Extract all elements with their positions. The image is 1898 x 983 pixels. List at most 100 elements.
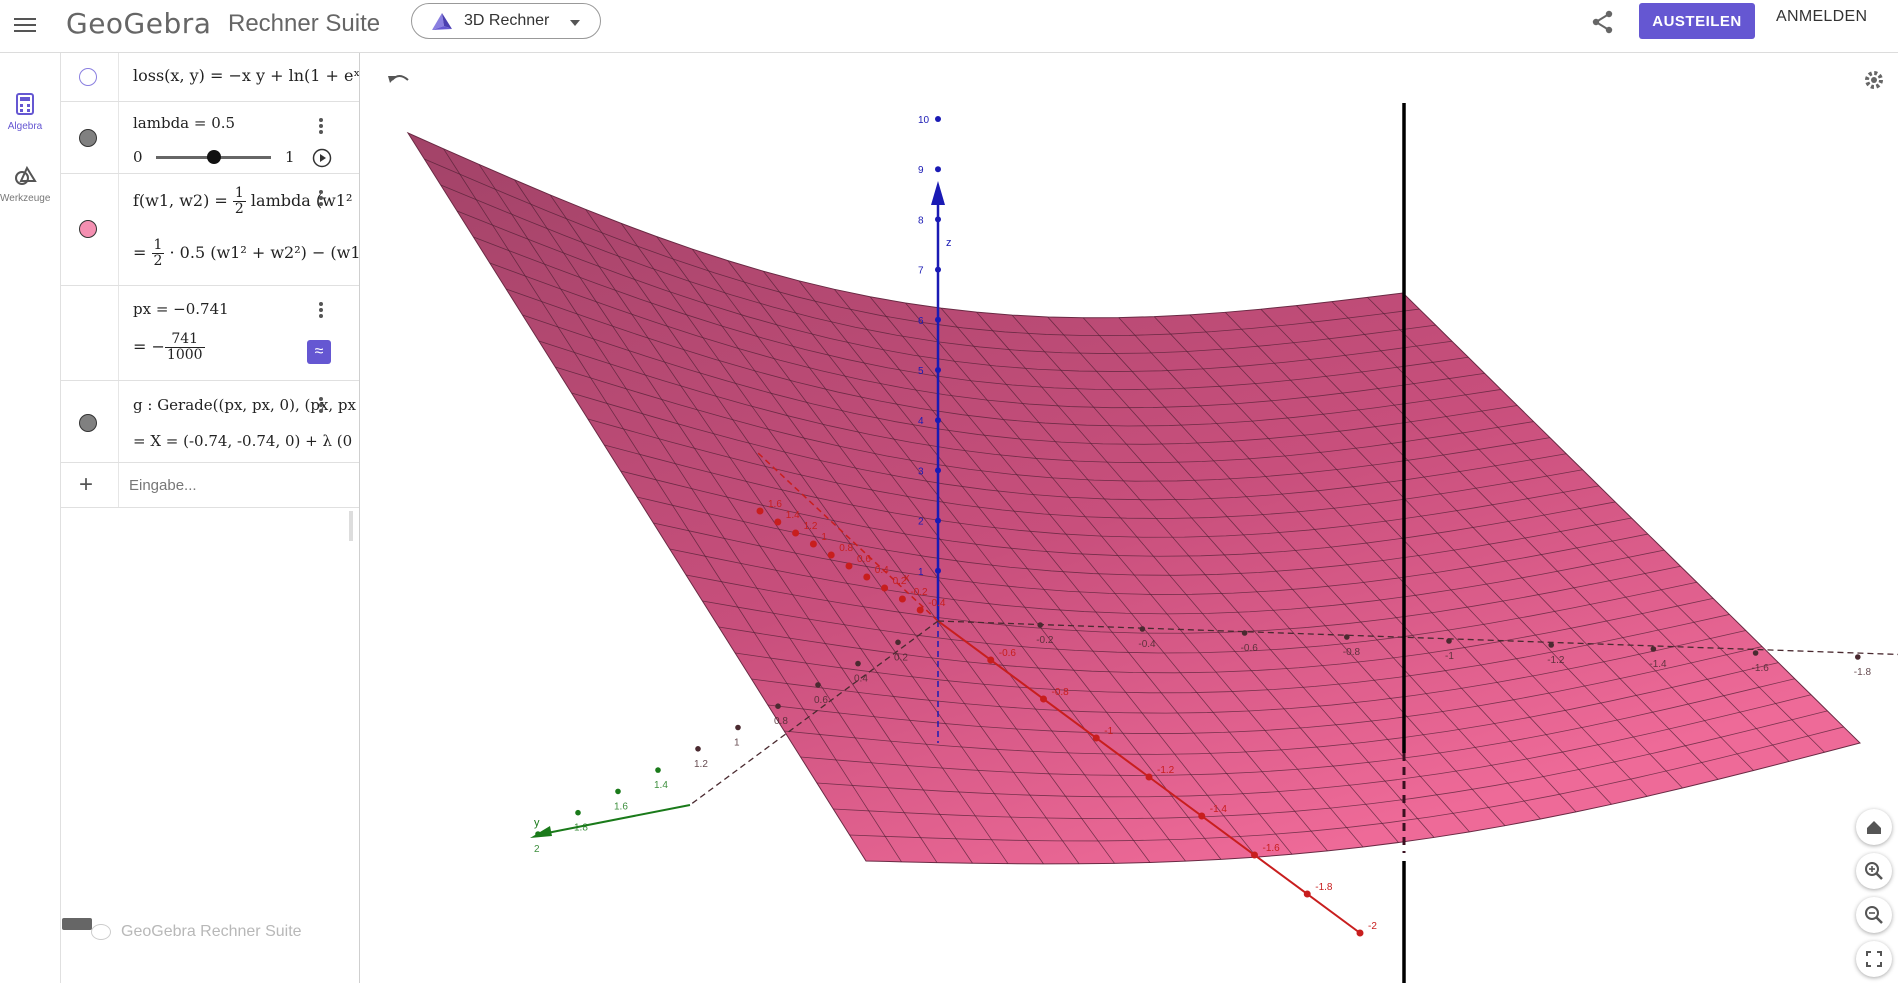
top-bar: GeoGebra Rechner Suite 3D Rechner AUSTEI… (0, 0, 1898, 53)
x-tick-mark (774, 518, 782, 526)
app-selector[interactable]: 3D Rechner (411, 3, 601, 39)
x-tick-label: -0.4 (928, 598, 946, 609)
x-tick-label: -1.8 (1315, 882, 1333, 893)
x-tick-mark (916, 606, 924, 614)
zoom-in-button[interactable] (1856, 853, 1892, 889)
visibility-toggle[interactable] (79, 129, 97, 147)
share-button[interactable]: AUSTEILEN (1639, 3, 1755, 39)
x-tick-mark (1040, 695, 1047, 703)
x-tick-mark (756, 507, 764, 515)
rail-tools[interactable]: Werkzeuge (0, 165, 50, 204)
x-tick-mark (1356, 929, 1364, 937)
z-tick-mark (935, 116, 941, 122)
more-options-icon[interactable] (319, 116, 323, 136)
z-tick-label: 7 (918, 266, 924, 277)
y-tick-label: -0.8 (1343, 647, 1361, 658)
x-tick-label: -0.8 (1052, 687, 1070, 698)
visibility-toggle[interactable] (79, 414, 97, 432)
surface-grid-line (751, 630, 1746, 714)
3d-scene[interactable]: z12345678910x1.61.41.210.80.60.40.2-0.2-… (360, 53, 1898, 983)
px-definition[interactable]: px = −0.741 (133, 300, 229, 318)
x-tick-label: 0.8 (839, 543, 853, 554)
x-tick-mark (1145, 773, 1153, 781)
zoom-out-icon (1865, 906, 1883, 924)
lambda-definition[interactable]: lambda = 0.5 (133, 114, 236, 132)
x-tick-label: 1.2 (804, 521, 818, 532)
visibility-toggle[interactable] (79, 68, 97, 86)
z-tick-mark (935, 467, 941, 474)
suite-title: Rechner Suite (228, 10, 381, 37)
x-tick-mark (1251, 851, 1258, 859)
more-options-icon[interactable] (319, 395, 323, 415)
z-tick-label: 4 (918, 416, 924, 427)
y-tick-label: 0.8 (774, 716, 788, 727)
undo-icon[interactable] (386, 68, 412, 88)
calculator-icon (16, 93, 34, 115)
z-tick-mark (935, 266, 941, 273)
plus-icon[interactable]: + (79, 471, 94, 498)
surface-grid-line (1153, 316, 1612, 805)
y-axis (541, 804, 691, 835)
x-tick-label: -1.4 (1210, 804, 1228, 815)
algebra-row-lambda[interactable]: lambda = 0.5 0 1 (61, 102, 359, 174)
zoom-out-button[interactable] (1856, 897, 1892, 933)
slider-handle[interactable] (206, 150, 221, 164)
login-button[interactable]: ANMELDEN (1776, 8, 1868, 25)
y-tick-mark (1650, 646, 1657, 652)
y-tick-mark (1752, 650, 1759, 656)
surface-grid-line (702, 581, 1697, 654)
play-icon[interactable] (312, 148, 332, 168)
x-tick-mark (1303, 890, 1311, 898)
fullscreen-button[interactable] (1856, 941, 1892, 977)
surface-grid-line (816, 694, 1812, 798)
gear-icon[interactable] (1862, 68, 1886, 92)
y-tick-label: -1.8 (1854, 667, 1872, 678)
x-tick-label: 0.6 (857, 554, 871, 565)
more-options-icon[interactable] (319, 188, 323, 208)
menu-icon[interactable] (14, 14, 36, 36)
g-definition[interactable]: g : Gerade((px, px, 0), (px, px (133, 396, 356, 414)
share-icon[interactable] (1590, 9, 1616, 35)
g-output: = X = (-0.74, -0.74, 0) + λ (0 (133, 432, 353, 450)
surface-grid-line (636, 496, 1632, 576)
z-tick-mark (935, 567, 941, 574)
surface-grid-line (1296, 305, 1754, 771)
x-tick-label: 1 (821, 532, 827, 543)
y-tick-label: -1 (1445, 651, 1454, 662)
home-button[interactable] (1856, 809, 1892, 845)
approx-toggle-button[interactable]: ≈ (307, 340, 331, 364)
x-axis-hidden (757, 452, 939, 622)
surface-grid-line (718, 597, 1714, 674)
algebra-row-loss[interactable]: loss(x, y) = −x y + ln(1 + eˣ) (61, 53, 360, 102)
algebra-input[interactable]: Eingabe... (129, 477, 197, 494)
y-tick-mark (575, 809, 581, 816)
y-tick-mark (815, 682, 821, 688)
surface-grid-line (940, 307, 1399, 843)
keyboard-icon[interactable] (62, 918, 92, 930)
x-tick-label: -1 (1104, 726, 1113, 737)
scrollbar[interactable] (349, 511, 353, 541)
graphics-3d-view[interactable]: z 1 2 3 4 5 6 7 8 9 10 x 1.6 1.4 1.2 1 0.8 0.6 0.4 0.2 -0.2-… (360, 53, 1898, 983)
visibility-toggle[interactable] (79, 220, 97, 238)
z-tick-mark (935, 316, 941, 323)
y-tick-label: 0.2 (894, 652, 908, 663)
rail-algebra[interactable]: Algebra (0, 93, 50, 132)
z-tick-mark (935, 216, 941, 223)
y-tick-label: 2 (534, 844, 540, 855)
algebra-input-row[interactable]: + Eingabe... (61, 463, 359, 508)
loss-definition[interactable]: loss(x, y) = −x y + ln(1 + eˣ) (133, 66, 360, 85)
x-tick-mark (792, 529, 800, 537)
y-tick-label: 1.2 (694, 759, 708, 770)
z-tick-mark (935, 367, 941, 373)
y-tick-mark (1855, 654, 1861, 660)
algebra-row-g[interactable]: g : Gerade((px, px, 0), (px, px = X = (-… (61, 381, 359, 463)
chevron-down-icon (570, 20, 580, 26)
side-rail: Algebra Werkzeuge (0, 53, 60, 983)
algebra-row-px[interactable]: px = −0.741 = −741 1000 ≈ (61, 286, 359, 381)
more-options-icon[interactable] (319, 300, 323, 320)
surface-grid-line (1331, 301, 1790, 762)
